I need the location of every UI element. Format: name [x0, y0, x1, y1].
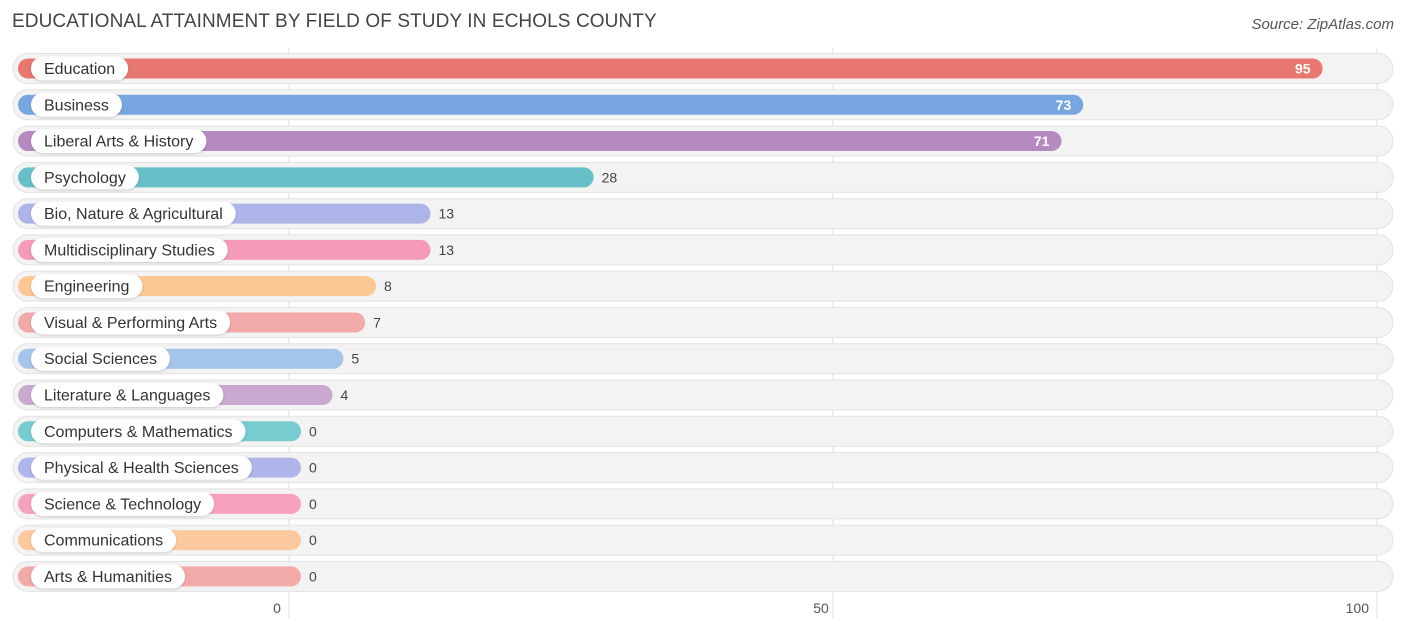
bar-track: [12, 524, 1394, 556]
bar-row: Liberal Arts & History 71: [12, 125, 1394, 157]
category-label: Computers & Mathematics: [44, 424, 233, 441]
bar-row: Psychology 28: [12, 161, 1394, 193]
bar-row: Communications 0: [12, 524, 1394, 556]
category-label: Engineering: [44, 279, 129, 296]
value-label: 5: [351, 351, 359, 367]
chart-title: EDUCATIONAL ATTAINMENT BY FIELD OF STUDY…: [12, 11, 657, 32]
category-label-pill: [31, 201, 236, 226]
bar-row: Multidisciplinary Studies 13: [12, 234, 1394, 266]
bar-track: [12, 343, 1394, 375]
bar-row: Science & Technology 0: [12, 488, 1394, 520]
category-label-pill: [31, 419, 246, 444]
bar-row: Business 73: [12, 89, 1394, 121]
bar-row: Social Sciences 5: [12, 343, 1394, 375]
bar: [18, 58, 1323, 79]
category-label-pill: [31, 56, 129, 81]
category-label-pill: [31, 491, 215, 516]
category-label-pill: [31, 346, 170, 371]
bar: [18, 131, 1062, 152]
bar-row: Computers & Mathematics 0: [12, 415, 1394, 447]
bar-row: Visual & Performing Arts 7: [12, 306, 1394, 338]
bar-row: Bio, Nature & Agricultural 13: [12, 198, 1394, 230]
bar-track: [12, 415, 1394, 447]
category-label: Visual & Performing Arts: [44, 315, 217, 332]
category-label: Arts & Humanities: [44, 569, 172, 586]
bar-row: Arts & Humanities 0: [12, 560, 1394, 592]
bar-track: [12, 560, 1394, 592]
value-label: 0: [309, 423, 317, 439]
category-label-pill: [31, 237, 228, 262]
category-label-pill: [31, 383, 224, 408]
category-label-pill: [31, 528, 177, 553]
bar-track: [12, 379, 1394, 411]
value-label: 0: [309, 532, 317, 548]
category-label: Social Sciences: [44, 351, 157, 368]
bar-row: Literature & Languages 4: [12, 379, 1394, 411]
value-label: 13: [438, 206, 454, 222]
value-label: 4: [341, 387, 349, 403]
bar-row: Physical & Health Sciences 0: [12, 452, 1394, 484]
bar: [18, 167, 594, 188]
x-tick-label: 50: [813, 600, 829, 616]
bar: [18, 94, 1084, 115]
x-tick-label: 100: [1346, 600, 1370, 616]
value-label: 95: [1295, 61, 1311, 77]
category-label: Communications: [44, 533, 163, 550]
category-label-pill: [31, 129, 207, 154]
value-label: 0: [309, 568, 317, 584]
category-label: Literature & Languages: [44, 388, 210, 405]
category-label-pill: [31, 274, 143, 299]
category-label-pill: [31, 564, 186, 589]
category-label-pill: [31, 455, 252, 480]
category-label-pill: [31, 92, 122, 117]
bar-row: Education 95: [12, 53, 1394, 84]
category-label: Science & Technology: [44, 496, 201, 513]
value-label: 8: [384, 278, 392, 294]
category-label-pill: [31, 310, 231, 335]
category-label-pill: [31, 165, 139, 190]
value-label: 28: [602, 169, 618, 185]
bar-track: [12, 452, 1394, 484]
value-label: 71: [1034, 133, 1050, 149]
category-label: Education: [44, 61, 115, 78]
category-label: Bio, Nature & Agricultural: [44, 206, 223, 223]
category-label: Psychology: [44, 170, 126, 187]
x-tick-label: 0: [273, 600, 281, 616]
category-label: Multidisciplinary Studies: [44, 242, 215, 259]
source-label: Source: ZipAtlas.com: [1251, 16, 1394, 33]
category-label: Physical & Health Sciences: [44, 460, 239, 477]
category-label: Business: [44, 97, 109, 114]
category-label: Liberal Arts & History: [44, 134, 193, 151]
value-label: 0: [309, 460, 317, 476]
value-label: 13: [438, 242, 454, 258]
bar-row: Engineering 8: [12, 270, 1394, 302]
value-label: 7: [373, 314, 381, 330]
value-label: 73: [1056, 97, 1072, 113]
bar-track: [12, 488, 1394, 520]
value-label: 0: [309, 496, 317, 512]
